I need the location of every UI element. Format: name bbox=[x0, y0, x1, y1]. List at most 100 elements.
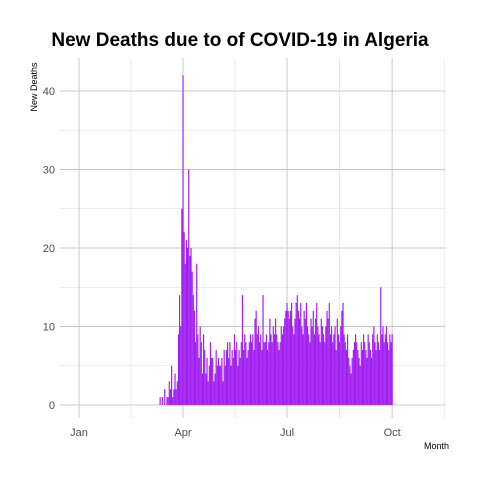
bar bbox=[288, 318, 290, 405]
bar bbox=[310, 318, 312, 405]
bar bbox=[317, 326, 319, 405]
bar bbox=[191, 271, 193, 405]
bar bbox=[188, 169, 190, 405]
bar bbox=[291, 302, 293, 405]
bar bbox=[384, 334, 386, 405]
bar bbox=[276, 334, 278, 405]
bar bbox=[167, 397, 169, 405]
bar bbox=[318, 334, 320, 405]
bar bbox=[323, 334, 325, 405]
bar bbox=[281, 334, 284, 405]
x-ticks: Jan Apr Jul Oct bbox=[70, 427, 401, 439]
bar bbox=[293, 334, 295, 405]
bar bbox=[340, 326, 342, 405]
bar bbox=[356, 342, 358, 405]
bar bbox=[271, 342, 273, 405]
bar bbox=[221, 357, 223, 405]
bar bbox=[348, 357, 350, 405]
bar bbox=[353, 342, 356, 405]
y-ticks: 0 10 20 30 40 bbox=[43, 86, 55, 412]
bar bbox=[390, 342, 392, 405]
y-tick-label: 30 bbox=[43, 165, 55, 177]
y-tick-label: 10 bbox=[43, 322, 55, 334]
bar bbox=[166, 397, 168, 405]
bar bbox=[203, 334, 205, 405]
bar bbox=[190, 248, 192, 405]
bar bbox=[364, 342, 366, 405]
bar bbox=[263, 342, 265, 405]
bars bbox=[159, 75, 393, 406]
bar bbox=[300, 302, 302, 405]
y-tick-label: 20 bbox=[43, 243, 55, 255]
bar bbox=[352, 350, 354, 405]
bar bbox=[251, 342, 253, 405]
bar bbox=[280, 326, 282, 405]
bar bbox=[252, 334, 254, 405]
bar bbox=[373, 326, 375, 405]
chart-title: New Deaths due to of COVID-19 in Algeria bbox=[51, 30, 429, 51]
bar bbox=[304, 318, 306, 405]
bar bbox=[262, 295, 264, 405]
bar bbox=[376, 334, 378, 405]
bar bbox=[319, 342, 321, 405]
bar bbox=[264, 342, 266, 405]
bar bbox=[321, 326, 324, 405]
bar bbox=[296, 295, 298, 405]
bar bbox=[337, 334, 340, 405]
bar bbox=[371, 357, 373, 405]
bar bbox=[305, 302, 308, 405]
bar bbox=[332, 342, 334, 405]
bar bbox=[302, 334, 304, 405]
bar bbox=[249, 334, 252, 405]
x-tick-label: Jul bbox=[280, 427, 294, 439]
y-tick-label: 0 bbox=[49, 400, 55, 412]
bar bbox=[244, 334, 246, 405]
bar bbox=[385, 326, 388, 405]
bar bbox=[199, 326, 201, 405]
bar bbox=[228, 357, 230, 405]
bar bbox=[179, 295, 181, 405]
x-tick-label: Oct bbox=[384, 427, 401, 439]
bar bbox=[355, 334, 357, 405]
bar bbox=[246, 357, 248, 405]
bar bbox=[220, 365, 222, 405]
bar bbox=[174, 373, 176, 405]
bar bbox=[240, 342, 242, 405]
bar bbox=[311, 326, 313, 405]
bar bbox=[375, 350, 377, 405]
bar bbox=[245, 342, 247, 405]
bar bbox=[380, 287, 382, 405]
bar bbox=[383, 342, 385, 405]
bar bbox=[341, 310, 343, 405]
bar bbox=[278, 350, 280, 405]
bar bbox=[334, 326, 336, 405]
bar bbox=[387, 342, 389, 405]
bar bbox=[326, 310, 328, 405]
bar bbox=[357, 350, 359, 405]
bar bbox=[284, 318, 286, 405]
bar bbox=[343, 334, 345, 405]
bar bbox=[286, 302, 288, 405]
bar bbox=[313, 334, 316, 405]
bar bbox=[294, 318, 296, 405]
bar bbox=[227, 342, 229, 405]
bar bbox=[223, 350, 225, 405]
bar bbox=[295, 302, 297, 405]
bar bbox=[269, 318, 271, 405]
bar bbox=[270, 334, 272, 405]
bar bbox=[303, 310, 305, 405]
bar bbox=[339, 342, 341, 405]
bar bbox=[235, 350, 237, 405]
bar bbox=[388, 350, 390, 405]
bar bbox=[187, 248, 189, 405]
bar bbox=[161, 397, 164, 405]
bar bbox=[285, 310, 287, 405]
bar bbox=[347, 334, 349, 405]
bar bbox=[212, 357, 214, 405]
bar bbox=[320, 318, 322, 405]
bar bbox=[189, 255, 191, 405]
bar bbox=[215, 350, 217, 405]
bar bbox=[175, 389, 177, 405]
bar bbox=[287, 310, 289, 405]
